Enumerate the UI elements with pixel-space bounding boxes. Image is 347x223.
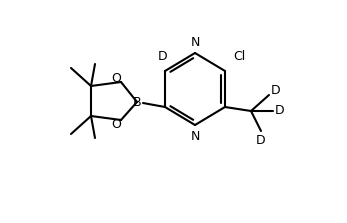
Text: D: D <box>158 50 168 64</box>
Text: D: D <box>275 105 285 118</box>
Text: B: B <box>133 95 141 109</box>
Text: N: N <box>190 35 200 48</box>
Text: O: O <box>111 72 121 85</box>
Text: D: D <box>256 134 266 147</box>
Text: O: O <box>111 118 121 130</box>
Text: Cl: Cl <box>233 50 245 64</box>
Text: N: N <box>190 130 200 142</box>
Text: D: D <box>271 85 281 97</box>
